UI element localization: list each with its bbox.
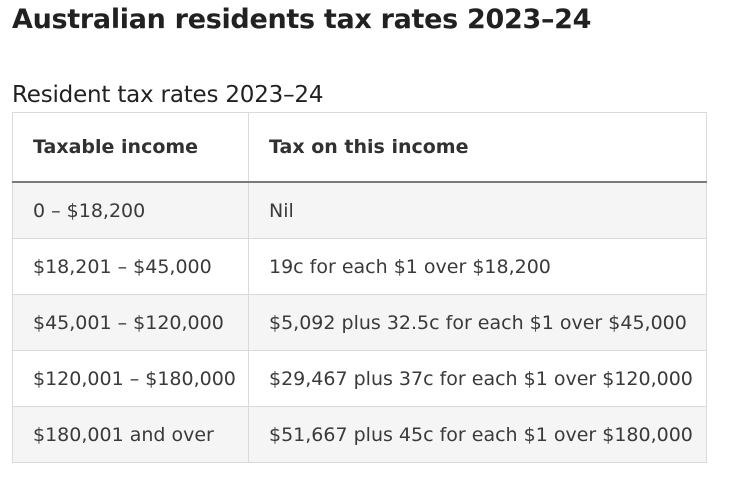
table-row: $18,201 – $45,000 19c for each $1 over $… <box>12 238 707 295</box>
header-tax-on-income: Tax on this income <box>248 112 707 183</box>
page-title: Australian residents tax rates 2023–24 <box>12 4 592 35</box>
header-taxable-income: Taxable income <box>12 112 249 183</box>
tax-amount-cell: $51,667 plus 45c for each $1 over $180,0… <box>248 406 707 463</box>
table-caption: Resident tax rates 2023–24 <box>12 82 324 108</box>
tax-amount-cell: $5,092 plus 32.5c for each $1 over $45,0… <box>248 294 707 351</box>
table-row: $180,001 and over $51,667 plus 45c for e… <box>12 406 707 463</box>
tax-rates-table: Taxable income Tax on this income 0 – $1… <box>12 112 707 463</box>
tax-amount-cell: Nil <box>248 181 707 239</box>
tax-amount-cell: $29,467 plus 37c for each $1 over $120,0… <box>248 350 707 407</box>
income-range-cell: $18,201 – $45,000 <box>12 238 249 295</box>
table-row: $120,001 – $180,000 $29,467 plus 37c for… <box>12 350 707 407</box>
table-header-row: Taxable income Tax on this income <box>12 112 707 183</box>
income-range-cell: $45,001 – $120,000 <box>12 294 249 351</box>
income-range-cell: 0 – $18,200 <box>12 181 249 239</box>
table-row: 0 – $18,200 Nil <box>12 181 707 239</box>
table-row: $45,001 – $120,000 $5,092 plus 32.5c for… <box>12 294 707 351</box>
income-range-cell: $120,001 – $180,000 <box>12 350 249 407</box>
tax-amount-cell: 19c for each $1 over $18,200 <box>248 238 707 295</box>
income-range-cell: $180,001 and over <box>12 406 249 463</box>
